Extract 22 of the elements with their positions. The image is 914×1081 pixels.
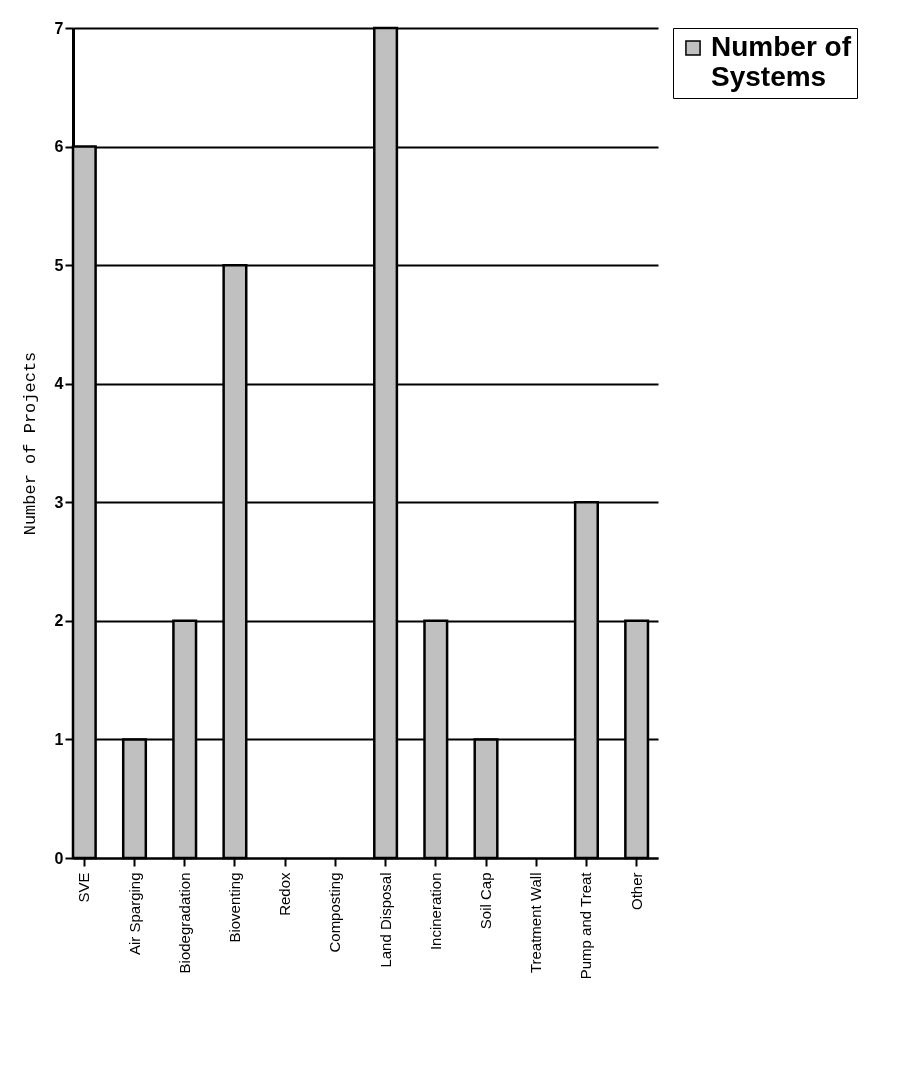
x-tick-label: Treatment Wall [527,872,545,974]
y-tick-label: 1 [54,730,64,748]
x-tick-label: Other [627,872,645,911]
y-axis-title: Number of Projects [20,351,40,536]
y-tick-label: 7 [54,19,64,37]
x-tick-label: Pump and Treat [577,871,595,980]
y-tick-label: 2 [54,612,64,630]
y-tick-label: 3 [54,493,64,511]
x-tick-label: Biodegradation [175,872,193,974]
y-tick-label: 0 [54,849,64,867]
y-tick-label: 6 [54,138,64,156]
x-tick-label: Bioventing [225,872,243,943]
y-tick-label: 4 [54,375,64,393]
x-tick-label: Incineration [426,872,444,951]
y-tick-label: 5 [54,256,64,274]
legend-label: Number of Systems [711,31,852,92]
x-tick-label: Redox [276,872,294,916]
x-tick-label: Soil Cap [477,872,495,930]
x-tick-label: Air Sparging [125,872,143,956]
x-tick-label: SVE [75,872,93,903]
x-tick-label: Composting [326,872,344,953]
x-tick-label: Land Disposal [376,872,394,968]
